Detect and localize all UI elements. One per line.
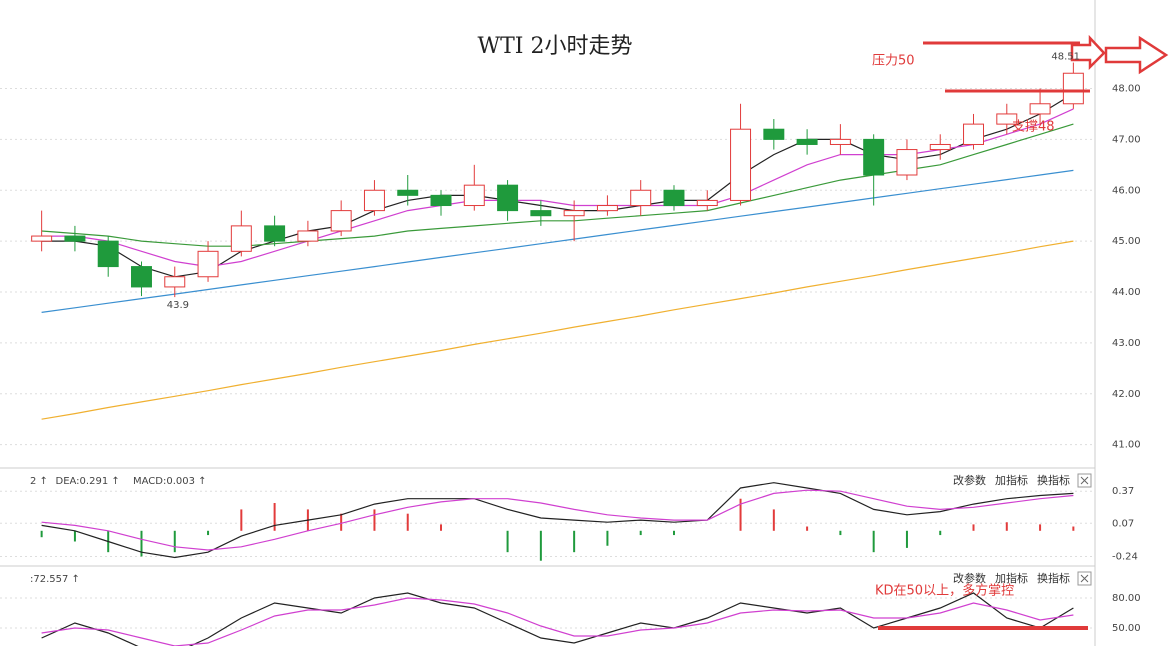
chart-title: WTI 2小时走势 bbox=[478, 34, 633, 59]
y-tick-label: 80.00 bbox=[1112, 593, 1141, 604]
candle-body bbox=[663, 189, 685, 207]
value-label: 48.51 bbox=[1051, 52, 1080, 63]
annotation: 压力50 bbox=[872, 54, 915, 69]
candle-body bbox=[330, 210, 352, 232]
y-tick-label: 44.00 bbox=[1112, 287, 1141, 298]
panel-header: :72.557 ↑ bbox=[30, 574, 80, 585]
candle-body bbox=[230, 225, 252, 252]
candle-body bbox=[829, 138, 851, 145]
y-tick-label: 50.00 bbox=[1112, 623, 1141, 634]
toolbar-button[interactable]: 改参数 bbox=[953, 571, 986, 585]
line bbox=[41, 169, 1074, 313]
candle-body bbox=[497, 184, 519, 212]
candle-body bbox=[97, 240, 119, 268]
candle-body bbox=[863, 138, 885, 176]
close-icon bbox=[1080, 574, 1089, 583]
candle-body bbox=[763, 128, 785, 140]
y-tick-label: 41.00 bbox=[1112, 440, 1141, 451]
candle-body bbox=[164, 276, 186, 288]
toolbar-button[interactable]: 改参数 bbox=[953, 473, 986, 487]
candle-body bbox=[363, 189, 385, 212]
toolbar-button[interactable]: 加指标 bbox=[995, 473, 1028, 487]
candle-body bbox=[397, 189, 419, 196]
y-tick-label: 46.00 bbox=[1112, 185, 1141, 196]
candle-body bbox=[197, 250, 219, 278]
line bbox=[41, 240, 1074, 420]
close-icon bbox=[1080, 476, 1089, 485]
toolbar-button[interactable]: 加指标 bbox=[995, 571, 1028, 585]
y-tick-label: 47.00 bbox=[1112, 134, 1141, 145]
panel-header: MACD:0.003 ↑ bbox=[133, 476, 207, 487]
candle-body bbox=[696, 199, 718, 207]
toolbar-button[interactable]: 换指标 bbox=[1037, 473, 1070, 487]
candle-body bbox=[64, 235, 86, 242]
line bbox=[41, 489, 1074, 551]
candle-body bbox=[463, 184, 485, 207]
y-tick-label: 0.37 bbox=[1112, 486, 1134, 497]
candle-body bbox=[996, 113, 1018, 125]
candle-body bbox=[796, 138, 818, 145]
candle-body bbox=[963, 123, 984, 145]
candle-body bbox=[1029, 103, 1051, 115]
candle-body bbox=[596, 205, 618, 212]
line bbox=[41, 597, 1074, 646]
candle-body bbox=[297, 230, 319, 242]
line bbox=[41, 592, 1074, 646]
y-tick-label: 45.00 bbox=[1112, 236, 1141, 247]
candle-body bbox=[730, 128, 752, 201]
candle-body bbox=[1062, 72, 1084, 105]
candle-body bbox=[563, 210, 585, 217]
y-tick-label: 42.00 bbox=[1112, 389, 1141, 400]
candle-body bbox=[530, 210, 552, 217]
panel-header: 2 ↑ bbox=[30, 476, 48, 487]
annotation: KD在50以上，多方掌控 bbox=[875, 583, 1014, 599]
y-tick-label: 43.00 bbox=[1112, 338, 1141, 349]
annotations: 压力50 支撑48 KD在50以上，多方掌控 bbox=[872, 34, 1169, 630]
candle-body bbox=[31, 235, 53, 242]
annotation: 支撑48 bbox=[1012, 120, 1055, 135]
panel-header: DEA:0.291 ↑ bbox=[56, 476, 120, 487]
value-label: 43.9 bbox=[167, 300, 189, 311]
candle-body bbox=[131, 266, 152, 288]
y-tick-label: 48.00 bbox=[1112, 84, 1141, 95]
y-tick-label: 0.07 bbox=[1112, 518, 1134, 529]
toolbar-button[interactable]: 换指标 bbox=[1037, 571, 1070, 585]
candle-body bbox=[430, 194, 452, 207]
arrow bbox=[1104, 35, 1169, 75]
arrow bbox=[1070, 34, 1106, 71]
candle-body bbox=[929, 143, 951, 151]
y-tick-label: -0.24 bbox=[1112, 551, 1138, 562]
candle-body bbox=[264, 225, 286, 242]
candle-body bbox=[896, 149, 918, 176]
candle-body bbox=[630, 189, 652, 207]
